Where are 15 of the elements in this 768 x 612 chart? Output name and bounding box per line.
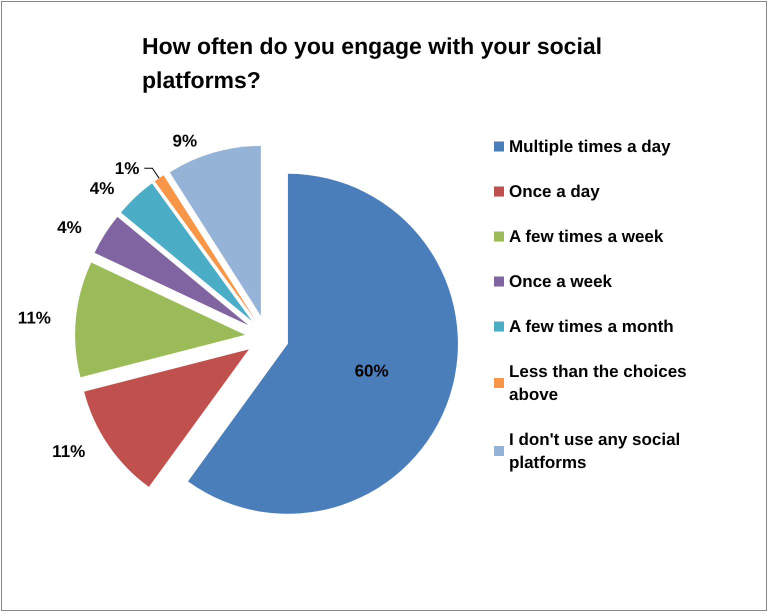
legend-label: I don't use any social platforms: [509, 430, 685, 472]
chart-title: How often do you engage with your social platforms?: [142, 33, 608, 93]
legend-label: Once a day: [509, 182, 600, 201]
data-label: 11%: [18, 308, 51, 328]
data-label: 11%: [52, 442, 86, 462]
legend-label: Less than the choices above: [509, 362, 692, 404]
legend-label: A few times a week: [509, 227, 664, 246]
data-label: 4%: [57, 218, 82, 238]
legend-label: A few times a month: [509, 317, 674, 336]
legend-label: Once a week: [509, 272, 613, 291]
data-label: 4%: [90, 178, 114, 198]
legend-label: Multiple times a day: [509, 137, 672, 156]
data-label: 1%: [114, 158, 140, 178]
data-label: 60%: [354, 361, 389, 380]
data-label: 9%: [172, 132, 198, 151]
